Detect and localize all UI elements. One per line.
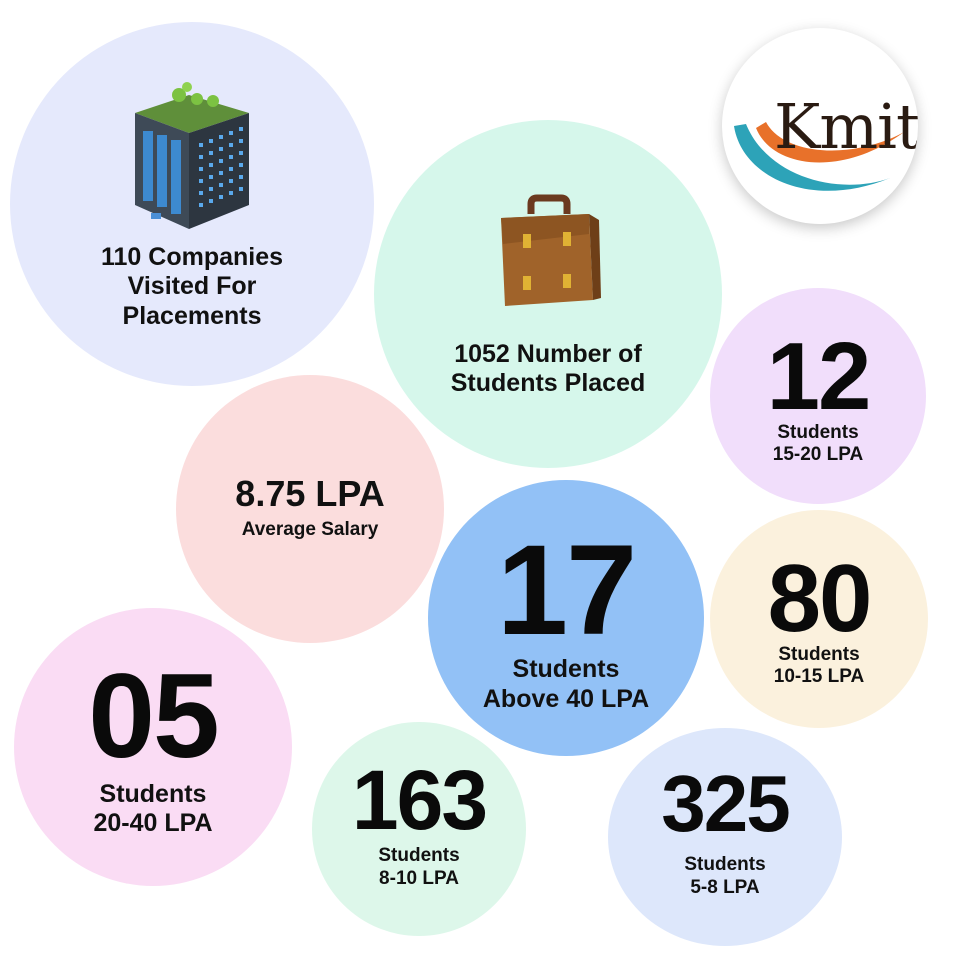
- band-15-20-count: 12: [766, 323, 872, 431]
- office-building-icon: [135, 81, 249, 229]
- band-above-40-card: 17 Students Above 40 LPA: [428, 480, 704, 756]
- band-above-40-unit: Students: [512, 655, 620, 684]
- briefcase-icon: [501, 194, 601, 306]
- band-5-8-range: 5-8 LPA: [690, 876, 760, 898]
- band-8-10-range: 8-10 LPA: [379, 867, 459, 889]
- average-salary-label: Average Salary: [241, 519, 379, 541]
- band-20-40-count: 05: [88, 649, 219, 784]
- students-placed-card: 1052 Number of Students Placed: [374, 120, 722, 468]
- band-10-15-range: 10-15 LPA: [773, 666, 865, 688]
- logo-text: Kmit: [774, 90, 918, 163]
- band-8-10-unit: Students: [378, 845, 460, 867]
- band-10-15-card: 80 Students 10-15 LPA: [710, 510, 928, 728]
- companies-visited-text: 110 Companies Visited For Placements: [100, 242, 284, 330]
- band-20-40-range: 20-40 LPA: [93, 809, 213, 838]
- band-10-15-count: 80: [767, 545, 873, 653]
- band-8-10-card: 163 Students 8-10 LPA: [312, 722, 526, 936]
- average-salary-card: 8.75 LPA Average Salary: [176, 375, 444, 643]
- band-above-40-count: 17: [496, 518, 637, 662]
- band-8-10-count: 163: [351, 752, 488, 847]
- band-20-40-unit: Students: [99, 779, 207, 808]
- logo-swoosh-icon: [734, 122, 904, 191]
- band-15-20-unit: Students: [777, 421, 859, 443]
- average-salary-value: 8.75 LPA: [235, 472, 385, 514]
- companies-visited-card: 110 Companies Visited For Placements: [10, 22, 374, 386]
- band-20-40-card: 05 Students 20-40 LPA: [14, 608, 292, 886]
- band-5-8-card: 325 Students 5-8 LPA: [608, 728, 842, 946]
- students-placed-text: 1052 Number of Students Placed: [450, 339, 646, 398]
- band-above-40-range: Above 40 LPA: [482, 684, 650, 713]
- band-10-15-unit: Students: [778, 643, 860, 665]
- band-5-8-count: 325: [661, 758, 790, 848]
- band-15-20-card: 12 Students 15-20 LPA: [710, 288, 926, 504]
- band-5-8-unit: Students: [684, 854, 766, 876]
- kmit-logo: Kmit: [722, 28, 918, 224]
- band-15-20-range: 15-20 LPA: [772, 444, 864, 466]
